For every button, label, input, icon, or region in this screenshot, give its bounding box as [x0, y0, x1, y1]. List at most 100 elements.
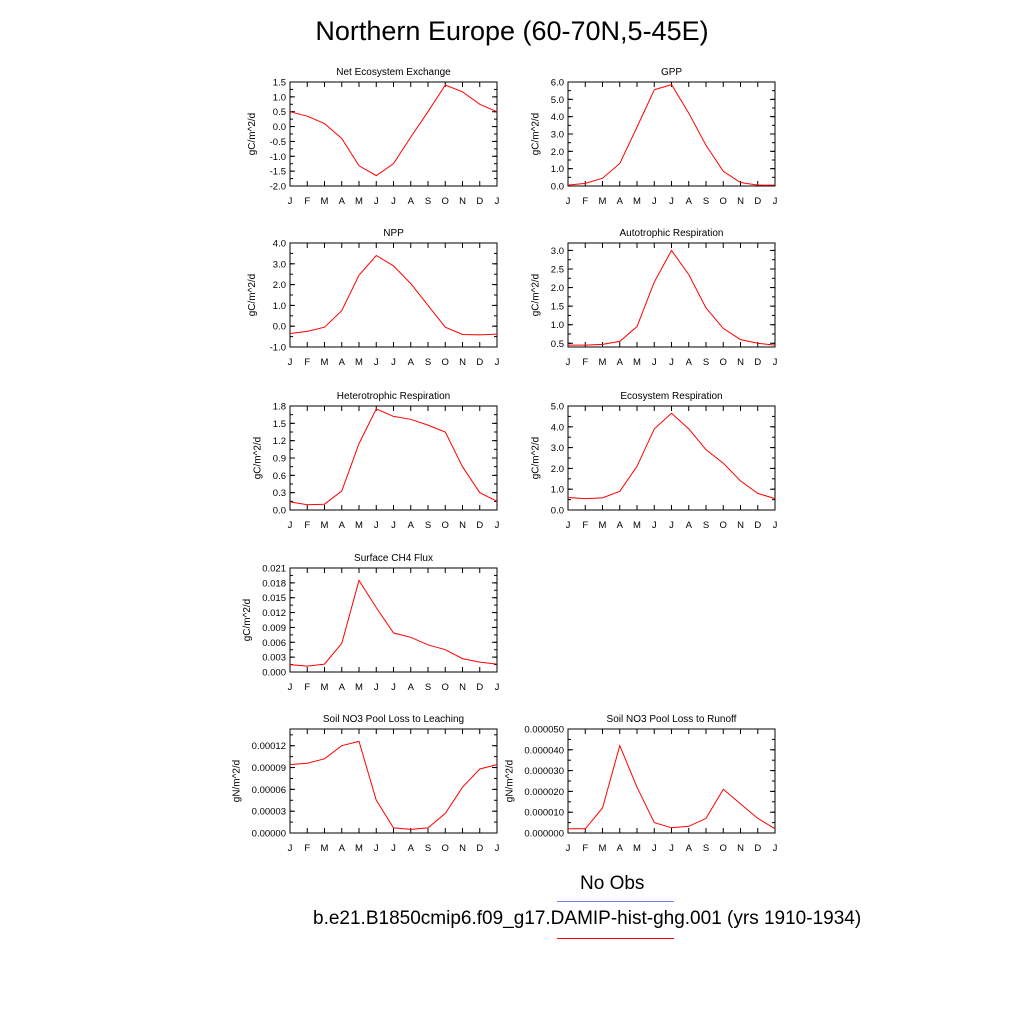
y-tick-label: 5.0	[551, 402, 564, 413]
x-tick-label: M	[633, 520, 641, 531]
x-tick-label: S	[425, 196, 431, 207]
y-tick-label: 0.9	[273, 454, 286, 465]
x-tick-label: D	[476, 196, 483, 207]
x-tick-label: D	[476, 357, 483, 368]
x-tick-label: J	[669, 196, 674, 207]
x-tick-label: S	[425, 682, 431, 693]
plot-title: Surface CH4 Flux	[354, 553, 433, 564]
y-tick-label: 0.018	[262, 578, 286, 589]
x-tick-label: O	[720, 520, 727, 531]
x-tick-label: S	[425, 843, 431, 854]
x-tick-label: J	[652, 357, 657, 368]
plot-frame	[567, 405, 776, 511]
y-tick-label: 4.0	[551, 112, 564, 123]
x-tick-label: N	[459, 682, 466, 693]
y-tick-label: 3.0	[551, 130, 564, 141]
x-tick-label: J	[652, 520, 657, 531]
model-series-line	[289, 254, 498, 336]
x-tick-label: J	[391, 196, 396, 207]
y-tick-label: -1.0	[270, 152, 286, 163]
y-tick-label: 1.5	[273, 419, 286, 430]
x-tick-label: A	[339, 682, 346, 693]
y-tick-label: 0.0	[273, 322, 286, 333]
x-tick-label: J	[288, 196, 293, 207]
x-tick-label: J	[288, 682, 293, 693]
plot-title: Soil NO3 Pool Loss to Leaching	[323, 714, 464, 725]
x-tick-label: M	[355, 520, 363, 531]
x-tick-label: N	[737, 843, 744, 854]
x-tick-label: J	[495, 843, 500, 854]
x-tick-label: M	[633, 357, 641, 368]
y-tick-label: 1.0	[551, 320, 564, 331]
x-tick-label: M	[599, 196, 607, 207]
x-tick-label: F	[582, 843, 588, 854]
x-tick-label: M	[633, 196, 641, 207]
x-tick-label: M	[355, 196, 363, 207]
y-tick-label: 0.000010	[524, 808, 564, 819]
y-tick-label: 3.0	[273, 259, 286, 270]
x-tick-label: J	[652, 843, 657, 854]
x-tick-label: O	[442, 843, 449, 854]
x-tick-label: J	[391, 357, 396, 368]
x-tick-label: A	[339, 520, 346, 531]
y-tick-label: 1.8	[273, 402, 286, 413]
y-tick-label: 0.00000	[252, 829, 286, 840]
x-tick-label: D	[754, 843, 761, 854]
x-tick-label: A	[686, 357, 693, 368]
x-tick-label: J	[391, 843, 396, 854]
x-tick-label: F	[582, 520, 588, 531]
x-tick-label: J	[566, 357, 571, 368]
x-tick-label: F	[582, 357, 588, 368]
plot-panel: Soil NO3 Pool Loss to Leaching gN/m^2/d 0.…	[232, 714, 500, 854]
plot-panel: Autotrophic Respiration gC/m^2/d 3.0 2.5 2.0…	[530, 228, 777, 368]
y-tick-label: 1.0	[551, 485, 564, 496]
plot-panel: Heterotrophic Respiration gC/m^2/d 1.8 1.5 1…	[252, 391, 499, 531]
y-axis-label: gC/m^2/d	[247, 274, 258, 317]
x-tick-label: J	[374, 196, 379, 207]
y-tick-label: 1.2	[273, 436, 286, 447]
x-tick-label: O	[720, 843, 727, 854]
x-tick-label: D	[754, 196, 761, 207]
x-tick-label: A	[686, 196, 693, 207]
x-tick-label: J	[773, 520, 778, 531]
y-tick-label: 0.000	[262, 668, 286, 679]
x-tick-label: N	[459, 843, 466, 854]
plot-title: NPP	[383, 228, 404, 239]
x-tick-label: A	[617, 357, 624, 368]
y-tick-label: 3.0	[551, 246, 564, 257]
x-tick-label: S	[425, 520, 431, 531]
x-tick-label: J	[669, 520, 674, 531]
x-tick-label: F	[304, 520, 310, 531]
x-tick-label: M	[355, 843, 363, 854]
plot-frame	[289, 242, 498, 348]
y-axis-label: gC/m^2/d	[242, 599, 253, 642]
x-tick-label: J	[669, 843, 674, 854]
x-tick-label: A	[408, 357, 415, 368]
y-axis-label: gC/m^2/d	[530, 113, 541, 156]
y-tick-label: 0.021	[262, 564, 286, 575]
x-tick-label: M	[633, 843, 641, 854]
x-tick-label: J	[288, 357, 293, 368]
plot-title: Ecosystem Respiration	[620, 391, 722, 402]
x-tick-label: M	[599, 843, 607, 854]
x-tick-label: S	[425, 357, 431, 368]
model-series-line	[568, 744, 776, 830]
y-tick-label: -2.0	[270, 182, 286, 193]
y-axis-label: gC/m^2/d	[530, 274, 541, 317]
x-tick-label: F	[304, 196, 310, 207]
x-tick-label: D	[754, 520, 761, 531]
y-tick-label: 2.0	[273, 280, 286, 291]
x-tick-label: O	[442, 520, 449, 531]
x-tick-label: J	[566, 843, 571, 854]
x-tick-label: N	[737, 196, 744, 207]
legend-obs-label: No Obs	[580, 873, 645, 894]
y-tick-label: 0.0	[273, 506, 286, 517]
model-series-line	[567, 412, 776, 500]
x-tick-label: A	[408, 196, 415, 207]
y-tick-label: 2.0	[551, 283, 564, 294]
x-tick-label: J	[374, 843, 379, 854]
x-tick-label: J	[374, 520, 379, 531]
x-tick-label: A	[408, 520, 415, 531]
x-tick-label: D	[476, 682, 483, 693]
